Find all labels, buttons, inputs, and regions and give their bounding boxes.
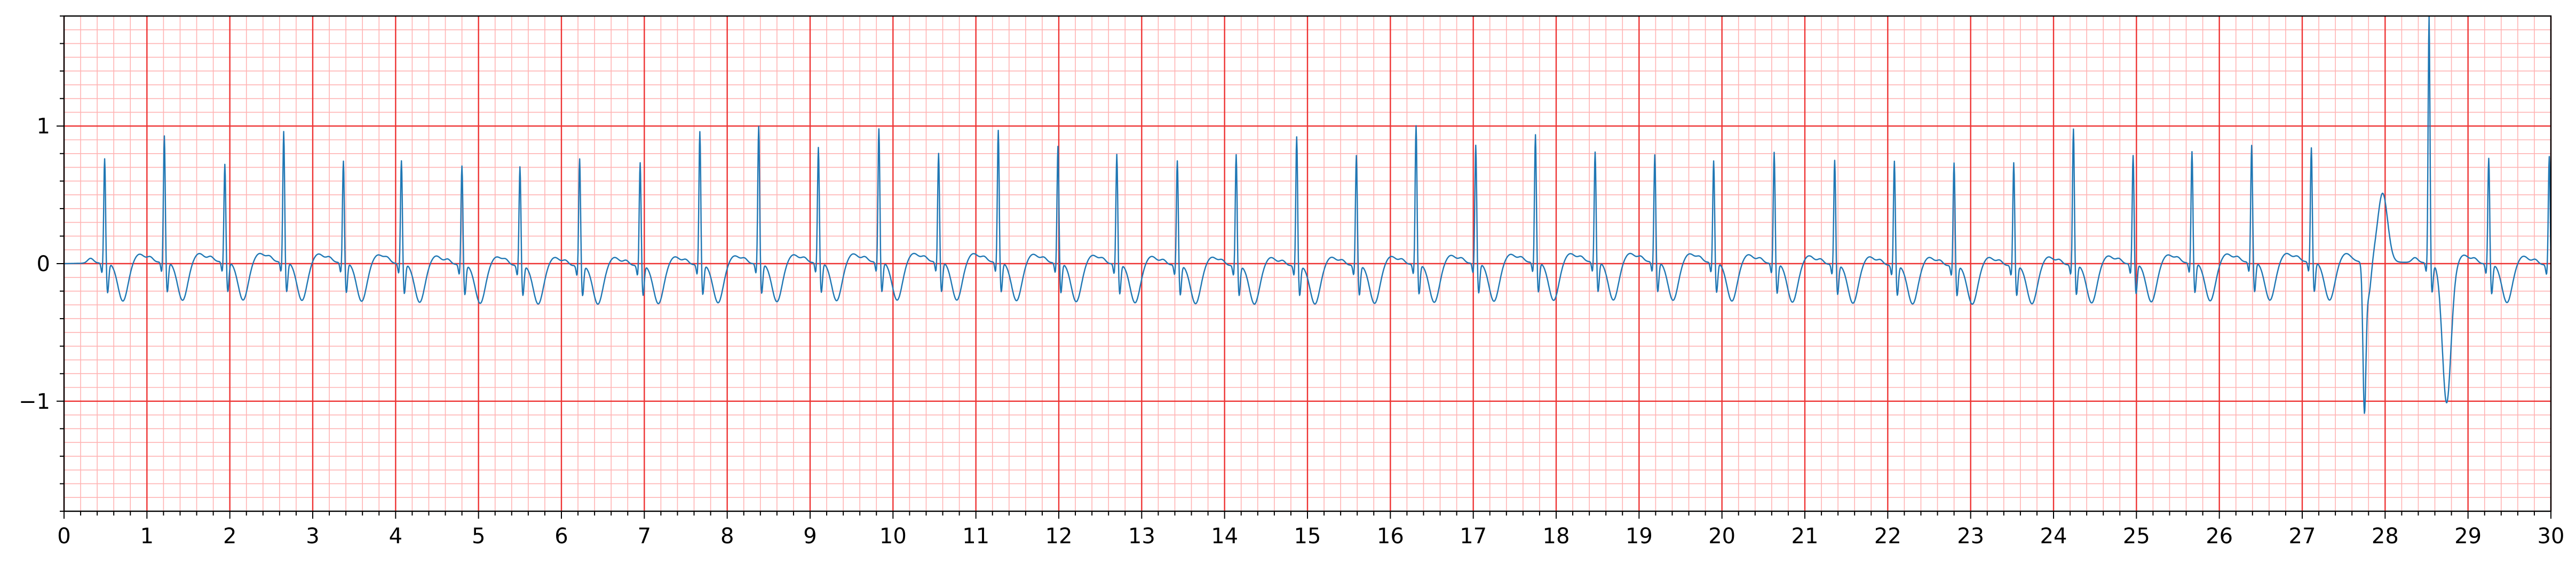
x-tick-label: 3: [306, 524, 319, 549]
x-tick-label: 19: [1626, 524, 1653, 549]
x-tick-label: 0: [57, 524, 70, 549]
x-tick-label: 21: [1792, 524, 1819, 549]
x-tick-label: 23: [1957, 524, 1984, 549]
x-tick-label: 27: [2289, 524, 2316, 549]
series-line: [64, 16, 2552, 414]
x-tick-label: 26: [2206, 524, 2233, 549]
x-tick-label: 18: [1543, 524, 1570, 549]
x-tick-label: 7: [638, 524, 651, 549]
y-tick-label: −1: [19, 390, 50, 414]
y-axis-ticks: −1 0 1: [19, 15, 64, 512]
x-tick-label: 25: [2123, 524, 2150, 549]
x-tick-label: 13: [1128, 524, 1155, 549]
x-tick-label: 2: [223, 524, 236, 549]
x-tick-label: 24: [2040, 524, 2067, 549]
y-tick-label: 0: [37, 252, 50, 276]
x-tick-label: 9: [803, 524, 817, 549]
x-tick-label: 5: [472, 524, 485, 549]
x-tick-label: 12: [1045, 524, 1073, 549]
ecg-trace: [64, 16, 2552, 414]
x-tick-label: 14: [1211, 524, 1238, 549]
x-tick-label: 20: [1708, 524, 1735, 549]
x-tick-label: 30: [2538, 524, 2565, 549]
x-tick-label: 10: [879, 524, 907, 549]
x-tick-label: 17: [1460, 524, 1487, 549]
x-tick-label: 8: [720, 524, 734, 549]
x-tick-label: 11: [962, 524, 989, 549]
x-axis-ticks: 0 1 2 3 4 5 6 7 8 9 10 11 12 13 14 15 16 17 18 19 20 21 22 23 24…: [57, 511, 2564, 549]
x-tick-label: 22: [1874, 524, 1901, 549]
x-tick-label: 16: [1377, 524, 1404, 549]
x-tick-label: 4: [389, 524, 402, 549]
x-tick-label: 29: [2454, 524, 2482, 549]
x-tick-label: 1: [140, 524, 154, 549]
x-tick-label: 28: [2372, 524, 2399, 549]
x-tick-label: 15: [1294, 524, 1321, 549]
x-tick-label: 6: [554, 524, 568, 549]
y-tick-label: 1: [37, 114, 50, 139]
major-grid: [63, 16, 2552, 511]
